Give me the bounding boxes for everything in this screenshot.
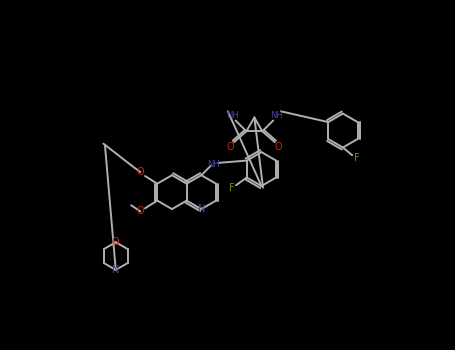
Text: O: O [275,142,283,152]
Text: NH: NH [226,111,239,120]
Text: O: O [136,206,144,216]
Text: O: O [112,237,120,247]
Text: O: O [136,167,144,177]
Text: N: N [197,204,205,214]
Text: F: F [229,183,235,193]
Text: F: F [354,153,359,163]
Text: O: O [227,142,234,152]
Text: NH: NH [270,111,283,120]
Text: N: N [112,265,120,275]
Text: NH: NH [207,160,220,169]
